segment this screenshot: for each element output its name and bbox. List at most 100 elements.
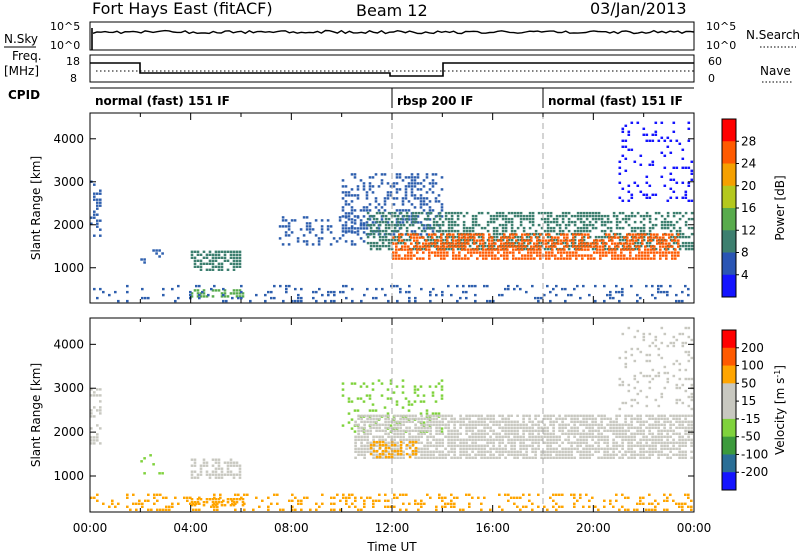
scatter-cell [217, 250, 221, 253]
scatter-cell [515, 248, 518, 251]
scatter-cell [447, 247, 451, 251]
scatter-cell [477, 435, 480, 438]
scatter-cell [399, 446, 403, 450]
scatter-cell [234, 502, 237, 505]
scatter-cell [528, 435, 531, 438]
scatter-cell [414, 429, 417, 432]
scatter-cell [599, 257, 602, 260]
scatter-cell [512, 233, 515, 236]
scatter-cell [678, 299, 681, 303]
scatter-cell [321, 493, 324, 496]
scatter-cell [509, 236, 512, 239]
scatter-cell [636, 441, 639, 444]
scatter-cell [158, 472, 161, 475]
scatter-cell [678, 505, 681, 508]
scatter-cell [482, 248, 485, 251]
scatter-cell [491, 248, 494, 251]
scatter-cell [690, 438, 693, 441]
scatter-cell [354, 496, 357, 499]
scatter-cell [281, 243, 285, 246]
scatter-cell [381, 435, 384, 438]
scatter-cell [199, 253, 203, 256]
scatter-cell [462, 226, 466, 230]
scatter-cell [339, 290, 342, 294]
scatter-cell [375, 241, 379, 245]
scatter-cell [600, 447, 603, 450]
scatter-cell [570, 429, 573, 432]
scatter-cell [383, 203, 387, 206]
scatter-cell [675, 420, 678, 423]
scatter-cell [217, 464, 221, 467]
scatter-cell [408, 440, 412, 444]
scatter-cell [357, 450, 360, 453]
scatter-cell [570, 293, 573, 297]
scatter-cell [211, 262, 215, 265]
scatter-cell [419, 203, 423, 206]
scatter-cell [501, 226, 505, 230]
scatter-cell [420, 287, 423, 291]
scatter-cell [549, 450, 552, 453]
scatter-cell [609, 417, 612, 420]
scatter-cell [396, 426, 399, 429]
scatter-cell [690, 244, 694, 248]
scatter-cell [330, 502, 333, 505]
scatter-cell [456, 456, 459, 459]
scatter-cell [681, 166, 685, 169]
scatter-cell [492, 217, 496, 221]
scatter-cell [486, 414, 489, 417]
scatter-cell [588, 456, 591, 459]
scatter-cell [450, 499, 453, 502]
scatter-cell [378, 426, 381, 429]
scatter-cell [450, 444, 453, 447]
scatter-cell [615, 223, 619, 227]
scatter-cell [645, 353, 649, 357]
scatter-cell [657, 450, 660, 453]
scatter-cell [645, 133, 649, 136]
colorbar-tick-label: 20 [741, 179, 756, 193]
scatter-cell [413, 182, 417, 185]
scatter-cell [528, 444, 531, 447]
scatter-cell [606, 438, 609, 441]
scatter-cell [674, 254, 677, 257]
scatter-cell [528, 414, 531, 417]
scatter-cell [408, 444, 411, 447]
scatter-cell [344, 185, 348, 188]
scatter-cell [189, 496, 192, 499]
scatter-cell [477, 417, 480, 420]
scatter-cell [681, 414, 684, 417]
scatter-cell [578, 242, 581, 245]
scatter-cell [477, 438, 480, 441]
scatter-cell [606, 453, 609, 456]
scatter-cell [401, 385, 405, 388]
scatter-cell [190, 464, 194, 467]
scatter-cell [614, 248, 617, 251]
scatter-cell [386, 388, 390, 391]
scatter-cell [660, 284, 663, 288]
scatter-cell [372, 499, 375, 502]
scatter-cell [411, 435, 414, 438]
scatter-cell [594, 284, 597, 288]
scatter-cell [498, 426, 501, 429]
scatter-cell [362, 188, 366, 191]
scatter-cell [480, 226, 484, 230]
scatter-cell [459, 447, 462, 450]
scatter-cell [353, 176, 357, 179]
scatter-cell [369, 232, 373, 236]
time-tick-label: 20:00 [576, 521, 611, 535]
scatter-cell [231, 499, 234, 502]
scatter-cell [581, 254, 584, 257]
scatter-cell [579, 438, 582, 441]
scatter-cell [644, 248, 647, 251]
scatter-cell [597, 214, 601, 218]
scatter-cell [456, 432, 459, 435]
scatter-cell [423, 432, 426, 435]
scatter-cell [678, 417, 681, 420]
scatter-cell [222, 287, 225, 291]
scatter-cell [636, 420, 639, 423]
scatter-cell [420, 223, 424, 227]
scatter-cell [483, 417, 486, 420]
scatter-cell [636, 508, 639, 511]
scatter-cell [347, 218, 351, 221]
y-tick-label: 1000 [53, 469, 84, 483]
scatter-cell [636, 444, 639, 447]
